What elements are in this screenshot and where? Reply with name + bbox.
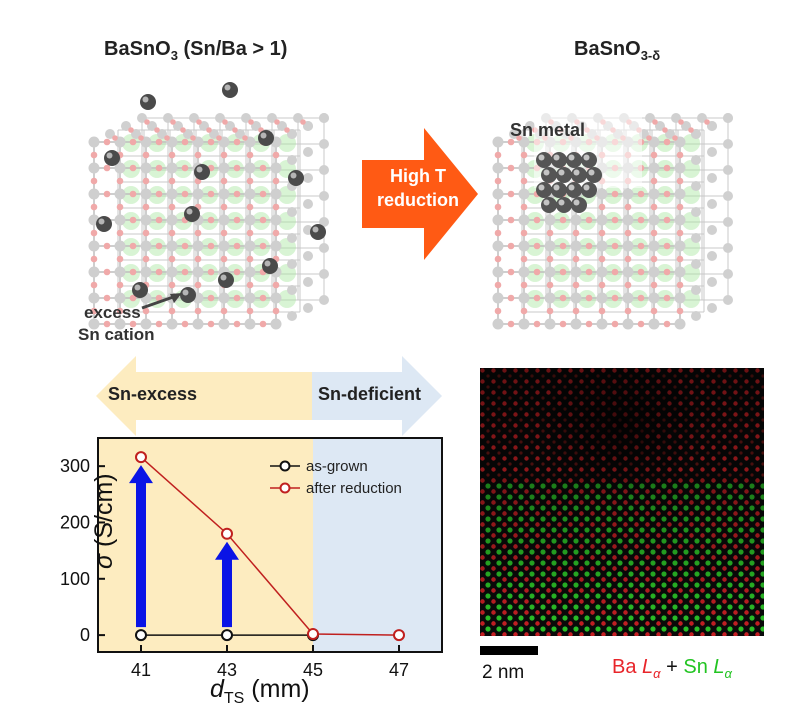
ba-line-label: Lα xyxy=(642,656,661,681)
eds-atomic-map xyxy=(480,368,764,636)
plus-sign: + xyxy=(666,656,678,678)
y-tick-label: 100 xyxy=(60,569,90,589)
legend: as-grown after reduction xyxy=(270,458,402,497)
legend-marker xyxy=(279,460,291,472)
enhancement-arrow xyxy=(215,541,239,628)
element-map-legend: Ba Lα + Sn Lα xyxy=(612,656,732,681)
arrow-label: High T reduction xyxy=(376,166,459,210)
legend-marker xyxy=(279,482,291,494)
scale-bar xyxy=(480,646,538,655)
x-tick-label: 41 xyxy=(131,660,151,680)
excess-sn-annotation: excess Sn cation xyxy=(78,303,155,344)
left-crystal-illustration xyxy=(88,82,329,330)
y-tick-label: 300 xyxy=(60,456,90,476)
sn-element-label: Sn xyxy=(683,656,708,678)
right-cell-title: BaSnO3-δ xyxy=(574,38,661,63)
y-axis-label: σ (S/cm) xyxy=(90,473,118,569)
conductivity-chart: 41 43 45 47 0 100 200 300 as-grown after reducti… xyxy=(60,437,443,707)
y-tick-label: 200 xyxy=(60,512,90,532)
sn-excess-region xyxy=(98,438,313,652)
sn-deficient-region xyxy=(313,438,442,652)
sn-deficient-label: Sn-deficient xyxy=(318,384,422,404)
x-tick-label: 45 xyxy=(303,660,323,680)
ba-element-label: Ba xyxy=(612,656,637,678)
left-cell-title: BaSnO3 (Sn/Ba > 1) xyxy=(104,38,288,63)
x-tick-label: 43 xyxy=(217,660,237,680)
data-point xyxy=(221,629,233,642)
sn-metal-label: Sn metal xyxy=(510,120,586,140)
data-point xyxy=(135,629,147,642)
data-point xyxy=(135,451,147,464)
x-tick-label: 47 xyxy=(389,660,409,680)
sn-line-label: Lα xyxy=(713,656,732,681)
plot-frame xyxy=(97,437,443,653)
composition-region-banner xyxy=(96,356,442,436)
x-axis-label: dTS (mm) xyxy=(210,675,310,707)
enhancement-arrow xyxy=(129,465,153,628)
legend-label: after reduction xyxy=(306,480,402,497)
data-point xyxy=(307,627,319,640)
legend-label: as-grown xyxy=(306,458,368,475)
annotation-pointer-arrow xyxy=(141,293,182,310)
data-point xyxy=(393,629,405,642)
y-tick-label: 0 xyxy=(80,625,90,645)
right-crystal-illustration xyxy=(492,100,733,330)
sn-excess-label: Sn-excess xyxy=(108,384,198,404)
high-t-reduction-arrow xyxy=(362,128,478,260)
scale-bar-label: 2 nm xyxy=(482,662,525,683)
data-point xyxy=(221,527,233,540)
series-line-1 xyxy=(140,456,400,636)
